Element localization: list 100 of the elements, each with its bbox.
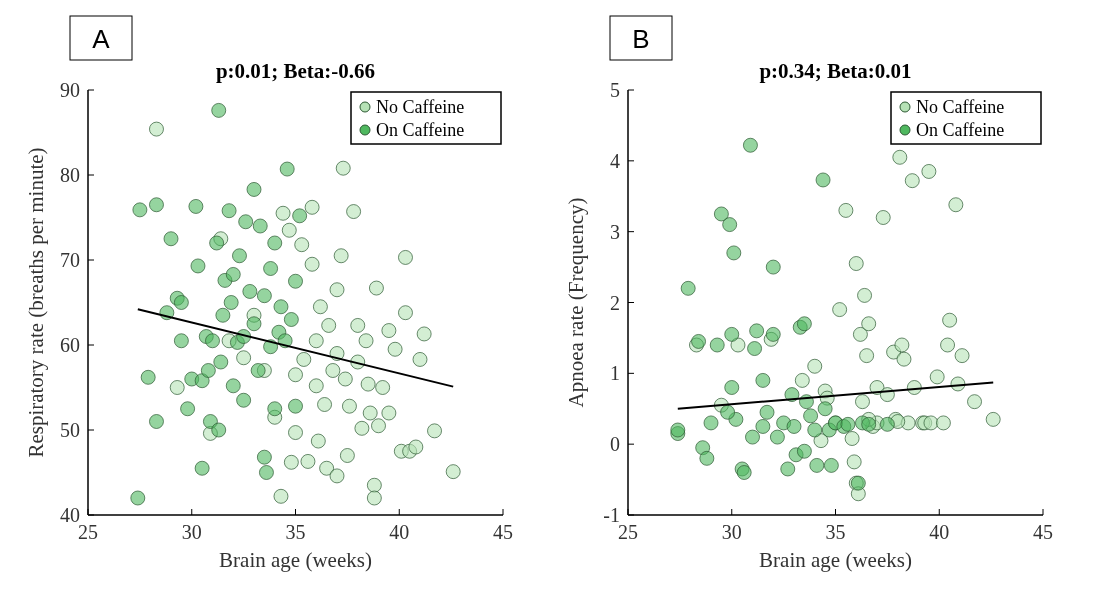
point (747, 341, 763, 357)
y-tick-label: 40 (60, 504, 80, 526)
point (803, 408, 819, 424)
point (985, 411, 1001, 427)
point (294, 237, 310, 253)
y-axis-title: Apnoea rate (Frequency) (564, 197, 588, 408)
point (742, 137, 758, 153)
point (765, 259, 781, 275)
point (325, 363, 341, 378)
chart-title: p:0.01; Beta:-0.66 (215, 59, 376, 83)
point (333, 248, 349, 264)
x-tick-label: 25 (618, 521, 638, 543)
point (942, 312, 958, 328)
point (288, 273, 303, 289)
y-tick-label: 80 (60, 164, 80, 186)
point (238, 214, 254, 230)
y-tick-label: -1 (603, 504, 620, 526)
point (967, 394, 983, 410)
point (948, 197, 964, 213)
point (215, 307, 231, 323)
y-tick-label: 90 (60, 79, 80, 101)
point (861, 316, 877, 332)
point (211, 102, 227, 118)
point (225, 378, 241, 394)
point (794, 372, 810, 388)
point (695, 440, 711, 456)
point (300, 453, 316, 469)
point (896, 351, 912, 367)
point (387, 341, 403, 357)
point (362, 405, 378, 421)
point (288, 398, 303, 414)
point (921, 163, 937, 179)
point (736, 465, 752, 480)
point (680, 280, 696, 296)
point (258, 465, 274, 480)
point (844, 431, 860, 446)
point (371, 418, 386, 434)
point (341, 398, 357, 414)
point (892, 149, 908, 165)
y-tick-label: 2 (610, 291, 620, 314)
point (335, 160, 351, 176)
point (796, 443, 812, 459)
point (308, 333, 324, 349)
text: A (92, 24, 111, 54)
point (310, 433, 326, 449)
point (749, 323, 765, 339)
point (713, 206, 729, 222)
y-tick-label: 3 (610, 220, 620, 243)
point (929, 369, 945, 385)
point (319, 460, 335, 476)
point (691, 333, 707, 349)
point (163, 231, 179, 247)
point (223, 295, 239, 310)
point (722, 217, 738, 233)
point (304, 199, 320, 215)
point (213, 354, 229, 370)
point (807, 422, 823, 438)
point (337, 371, 353, 387)
point (724, 380, 740, 395)
point (759, 404, 775, 420)
point (366, 490, 382, 506)
point (846, 454, 862, 470)
point (703, 415, 719, 431)
point (321, 317, 337, 333)
point (339, 448, 355, 463)
point (148, 121, 164, 137)
point (173, 333, 189, 349)
point (397, 305, 413, 321)
legend-label: No Caffeine (916, 97, 1005, 117)
x-axis-title: Brain age (weeks) (219, 548, 372, 572)
point (807, 358, 823, 374)
point (256, 449, 272, 465)
point (236, 392, 252, 408)
legend-label: On Caffeine (376, 120, 465, 140)
x-tick-label: 40 (389, 521, 410, 543)
point (246, 316, 262, 332)
point (796, 316, 812, 332)
point (360, 376, 376, 392)
x-tick-label: 40 (929, 521, 950, 543)
point (250, 363, 266, 378)
point (861, 416, 877, 432)
point (848, 256, 864, 272)
point (780, 461, 796, 477)
text: B (632, 24, 650, 54)
legend-label: On Caffeine (916, 120, 1005, 140)
point (823, 457, 839, 473)
point (273, 488, 289, 504)
x-tick-label: 45 (1033, 521, 1053, 543)
x-tick-label: 30 (181, 521, 202, 543)
point (209, 235, 225, 251)
point (815, 172, 831, 188)
point (730, 337, 746, 353)
point (169, 380, 185, 395)
point (148, 197, 164, 213)
point (879, 416, 895, 432)
point (852, 326, 868, 342)
x-tick-label: 30 (721, 521, 742, 543)
point (408, 439, 424, 455)
point (720, 404, 736, 420)
y-tick-label: 4 (610, 149, 620, 172)
